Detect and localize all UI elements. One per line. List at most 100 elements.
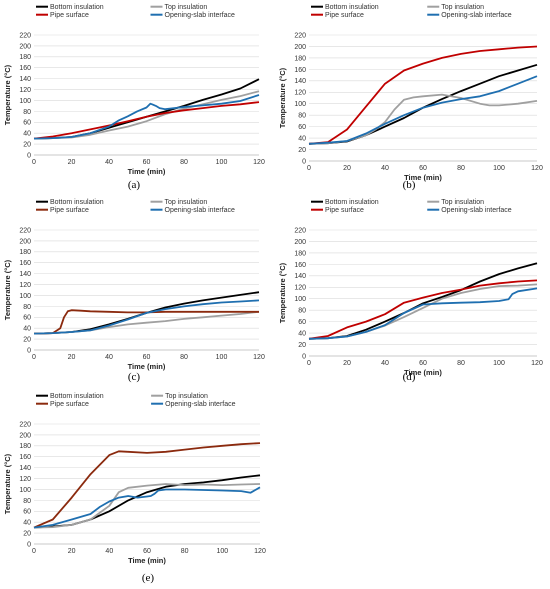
y-tick-label: 160 <box>19 65 31 72</box>
caption-d: (d) <box>403 371 416 383</box>
y-tick-label: 140 <box>19 76 31 83</box>
y-tick-label: 180 <box>19 249 31 256</box>
y-tick-label: 140 <box>294 273 306 280</box>
series-line-pipe-surface <box>33 101 260 140</box>
panel-b: 0 20 40 60 80 100 120 140 160 180 200 220 0 20 40 60 80 1… <box>278 4 543 182</box>
y-tick-label: 100 <box>19 98 31 105</box>
y-tick-label: 100 <box>19 293 31 300</box>
y-tick-label: 140 <box>19 465 31 472</box>
caption-c: (c) <box>128 371 141 383</box>
x-tick-label: 100 <box>216 354 228 361</box>
y-tick-label: 40 <box>23 326 31 333</box>
x-tick-label: 80 <box>457 360 465 367</box>
legend-label: Opening-slab interface <box>441 12 512 19</box>
legend-label: Top insulation <box>165 393 208 400</box>
legend-label: Top insulation <box>165 199 208 206</box>
y-tick-label: 60 <box>23 120 31 127</box>
y-tick-label: 20 <box>23 530 31 537</box>
y-tick-label: 20 <box>23 336 31 343</box>
legend-label: Bottom insulation <box>325 4 379 11</box>
x-tick-label: 120 <box>253 159 265 166</box>
panel-c: 0 20 40 60 80 100 120 140 160 180 200 220 0 20 40 60 80 1… <box>3 199 265 371</box>
series-line-pipe-surface <box>308 45 538 145</box>
x-axis-title: Time (min) <box>404 173 442 182</box>
x-tick-label: 60 <box>419 165 427 172</box>
y-tick-label: 120 <box>19 87 31 94</box>
x-tick-label: 100 <box>493 360 505 367</box>
caption-e: (e) <box>142 572 155 584</box>
legend-label: Bottom insulation <box>325 199 379 206</box>
series-line-top-insulation <box>33 310 260 335</box>
legend-label: Pipe surface <box>50 401 89 408</box>
y-tick-label: 220 <box>19 227 31 234</box>
legend-label: Pipe surface <box>50 12 89 19</box>
x-tick-label: 80 <box>181 548 189 555</box>
y-tick-label: 60 <box>298 319 306 326</box>
x-tick-label: 80 <box>457 165 465 172</box>
y-tick-label: 120 <box>19 476 31 483</box>
panel-d: 0 20 40 60 80 100 120 140 160 180 200 220 0 20 40 60 80 1… <box>278 199 543 377</box>
x-tick-label: 40 <box>381 360 389 367</box>
y-tick-label: 220 <box>19 32 31 39</box>
y-tick-label: 100 <box>19 487 31 494</box>
series-line-pipe-surface <box>33 309 259 335</box>
x-tick-label: 0 <box>307 165 311 172</box>
panel-a: 0 20 40 60 80 100 120 140 160 180 200 220 0 20 40 60 80 1… <box>3 4 265 176</box>
series-line-pipe-surface <box>308 279 538 340</box>
x-tick-label: 100 <box>216 548 228 555</box>
x-tick-label: 60 <box>143 354 151 361</box>
x-tick-label: 0 <box>32 548 36 555</box>
x-tick-label: 20 <box>343 360 351 367</box>
y-tick-label: 100 <box>294 101 306 108</box>
y-axis-title: Temperature (°C) <box>278 67 287 128</box>
y-tick-label: 140 <box>294 78 306 85</box>
y-tick-label: 180 <box>19 443 31 450</box>
x-axis-title: Time (min) <box>128 556 166 565</box>
x-tick-label: 40 <box>105 159 113 166</box>
y-tick-label: 80 <box>23 304 31 311</box>
y-tick-label: 60 <box>23 315 31 322</box>
y-tick-label: 20 <box>298 342 306 349</box>
x-tick-label: 100 <box>216 159 228 166</box>
panel-e: 0 20 40 60 80 100 120 140 160 180 200 220 0 20 40 60 80 1… <box>3 393 266 565</box>
legend-label: Bottom insulation <box>50 4 104 11</box>
x-tick-label: 20 <box>68 159 76 166</box>
y-tick-label: 40 <box>298 135 306 142</box>
y-axis-title: Temperature (°C) <box>3 64 12 125</box>
legend-label: Opening-slab interface <box>165 401 236 408</box>
y-tick-label: 180 <box>19 54 31 61</box>
x-tick-label: 120 <box>531 360 543 367</box>
legend-label: Top insulation <box>441 199 484 206</box>
legend-label: Top insulation <box>165 4 208 11</box>
y-tick-label: 0 <box>302 158 306 165</box>
series-line-opening-slab-interface <box>308 75 538 145</box>
legend-label: Pipe surface <box>50 207 89 214</box>
series-line-opening-slab-interface <box>308 287 538 340</box>
x-axis-title: Time (min) <box>128 362 166 371</box>
caption-b: (b) <box>403 179 416 191</box>
y-tick-label: 160 <box>19 454 31 461</box>
y-tick-label: 220 <box>294 227 306 234</box>
legend-label: Top insulation <box>441 4 484 11</box>
x-tick-label: 20 <box>343 165 351 172</box>
y-tick-label: 100 <box>294 296 306 303</box>
series-line-top-insulation <box>33 90 260 140</box>
y-tick-label: 0 <box>302 353 306 360</box>
y-tick-label: 120 <box>294 90 306 97</box>
legend-label: Pipe surface <box>325 207 364 214</box>
y-axis-title: Temperature (°C) <box>3 259 12 320</box>
y-tick-label: 40 <box>23 131 31 138</box>
y-tick-label: 140 <box>19 271 31 278</box>
y-axis-title: Temperature (°C) <box>278 262 287 323</box>
y-tick-label: 0 <box>27 541 31 548</box>
y-tick-label: 40 <box>298 330 306 337</box>
y-tick-label: 60 <box>298 124 306 131</box>
x-axis-title: Time (min) <box>128 167 166 176</box>
x-tick-label: 60 <box>419 360 427 367</box>
x-tick-label: 80 <box>180 354 188 361</box>
y-axis-title: Temperature (°C) <box>3 453 12 514</box>
y-tick-label: 200 <box>19 238 31 245</box>
legend-label: Bottom insulation <box>50 199 104 206</box>
x-tick-label: 40 <box>105 354 113 361</box>
